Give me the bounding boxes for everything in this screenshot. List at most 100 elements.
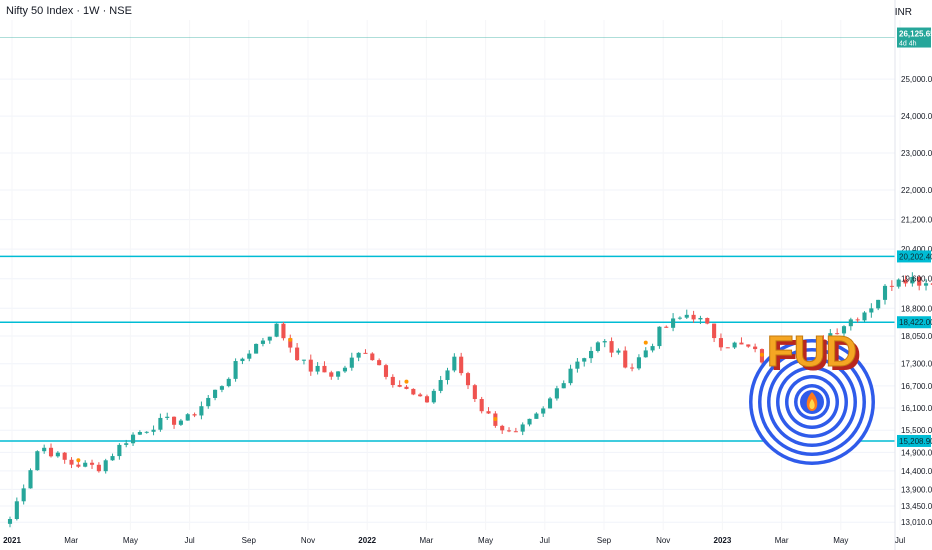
- candle-body[interactable]: [472, 385, 477, 400]
- candle-body[interactable]: [219, 386, 224, 390]
- candle-body[interactable]: [664, 326, 669, 328]
- candle-body[interactable]: [315, 365, 320, 372]
- candle-body[interactable]: [595, 342, 600, 351]
- dividend-marker[interactable]: [288, 337, 293, 342]
- candle-body[interactable]: [288, 338, 293, 348]
- candle-body[interactable]: [21, 488, 26, 502]
- candle-body[interactable]: [828, 333, 833, 343]
- dividend-marker[interactable]: [493, 416, 498, 421]
- candle-body[interactable]: [438, 380, 443, 391]
- candle-body[interactable]: [910, 276, 915, 284]
- candle-body[interactable]: [896, 279, 901, 287]
- candle-body[interactable]: [889, 285, 894, 287]
- candle-body[interactable]: [260, 340, 265, 344]
- candle-body[interactable]: [459, 356, 464, 374]
- candle-body[interactable]: [527, 418, 532, 425]
- candle-body[interactable]: [643, 350, 648, 358]
- candle-body[interactable]: [835, 333, 840, 335]
- candle-body[interactable]: [117, 444, 122, 457]
- candle-body[interactable]: [418, 394, 423, 397]
- candle-body[interactable]: [110, 456, 115, 461]
- candle-body[interactable]: [42, 447, 47, 452]
- currency-label[interactable]: INR: [894, 7, 912, 18]
- candle-body[interactable]: [698, 317, 703, 320]
- candle-body[interactable]: [390, 376, 395, 386]
- candle-body[interactable]: [739, 342, 744, 345]
- candle-body[interactable]: [650, 346, 655, 351]
- candle-body[interactable]: [712, 323, 717, 339]
- candle-body[interactable]: [178, 420, 183, 425]
- candle-body[interactable]: [247, 353, 252, 359]
- candle-body[interactable]: [404, 386, 409, 389]
- candle-body[interactable]: [541, 408, 546, 414]
- candle-body[interactable]: [575, 361, 580, 369]
- candle-body[interactable]: [520, 424, 525, 432]
- candle-body[interactable]: [657, 326, 662, 347]
- candle-body[interactable]: [855, 319, 860, 321]
- candle-body[interactable]: [561, 383, 566, 389]
- candle-body[interactable]: [582, 358, 587, 362]
- candle-body[interactable]: [616, 350, 621, 353]
- candle-body[interactable]: [329, 372, 334, 377]
- candle-body[interactable]: [301, 359, 306, 361]
- candle-body[interactable]: [568, 368, 573, 384]
- candle-body[interactable]: [869, 308, 874, 313]
- candle-body[interactable]: [240, 358, 245, 362]
- candle-body[interactable]: [397, 385, 402, 387]
- candle-body[interactable]: [630, 367, 635, 369]
- candle-body[interactable]: [83, 462, 88, 467]
- candle-body[interactable]: [14, 501, 19, 519]
- candle-body[interactable]: [48, 447, 54, 457]
- candle-body[interactable]: [486, 411, 491, 414]
- candle-body[interactable]: [254, 343, 259, 354]
- dividend-marker[interactable]: [643, 340, 648, 345]
- candle-body[interactable]: [609, 341, 614, 353]
- candle-body[interactable]: [732, 342, 737, 348]
- candle-body[interactable]: [636, 357, 641, 369]
- candle-body[interactable]: [103, 460, 108, 472]
- candle-body[interactable]: [308, 359, 313, 372]
- candle-body[interactable]: [506, 430, 512, 432]
- candle-body[interactable]: [76, 464, 81, 467]
- candle-body[interactable]: [172, 416, 177, 425]
- candle-body[interactable]: [411, 388, 416, 395]
- candle-body[interactable]: [349, 357, 354, 368]
- dividend-marker[interactable]: [759, 352, 764, 357]
- candle-body[interactable]: [691, 314, 696, 320]
- candle-body[interactable]: [841, 326, 847, 334]
- candle-body[interactable]: [28, 470, 33, 489]
- candle-body[interactable]: [281, 323, 286, 339]
- candle-body[interactable]: [623, 350, 628, 368]
- candle-body[interactable]: [7, 518, 13, 524]
- candle-body[interactable]: [137, 432, 142, 435]
- candle-body[interactable]: [513, 431, 518, 433]
- candle-body[interactable]: [452, 356, 457, 371]
- candle-body[interactable]: [363, 352, 368, 354]
- candle-body[interactable]: [671, 318, 676, 328]
- candle-body[interactable]: [206, 397, 211, 407]
- candle-body[interactable]: [445, 370, 450, 381]
- candle-body[interactable]: [356, 352, 361, 358]
- candle-body[interactable]: [554, 388, 559, 399]
- candle-body[interactable]: [684, 314, 689, 318]
- candle-body[interactable]: [424, 396, 430, 403]
- candle-body[interactable]: [465, 373, 471, 386]
- candle-body[interactable]: [267, 336, 272, 341]
- dividend-marker[interactable]: [404, 379, 409, 384]
- candle-body[interactable]: [151, 429, 156, 432]
- candle-body[interactable]: [336, 371, 341, 377]
- candle-body[interactable]: [677, 317, 682, 319]
- candle-body[interactable]: [165, 416, 170, 418]
- candle-body[interactable]: [589, 350, 594, 359]
- candle-body[interactable]: [882, 285, 888, 300]
- candle-body[interactable]: [295, 347, 300, 361]
- candle-body[interactable]: [705, 317, 710, 324]
- candle-body[interactable]: [158, 417, 163, 430]
- candle-body[interactable]: [233, 361, 238, 379]
- candle-body[interactable]: [370, 353, 375, 361]
- candle-body[interactable]: [479, 399, 484, 412]
- candle-body[interactable]: [753, 346, 758, 350]
- candle-body[interactable]: [876, 299, 881, 309]
- candle-body[interactable]: [130, 434, 136, 444]
